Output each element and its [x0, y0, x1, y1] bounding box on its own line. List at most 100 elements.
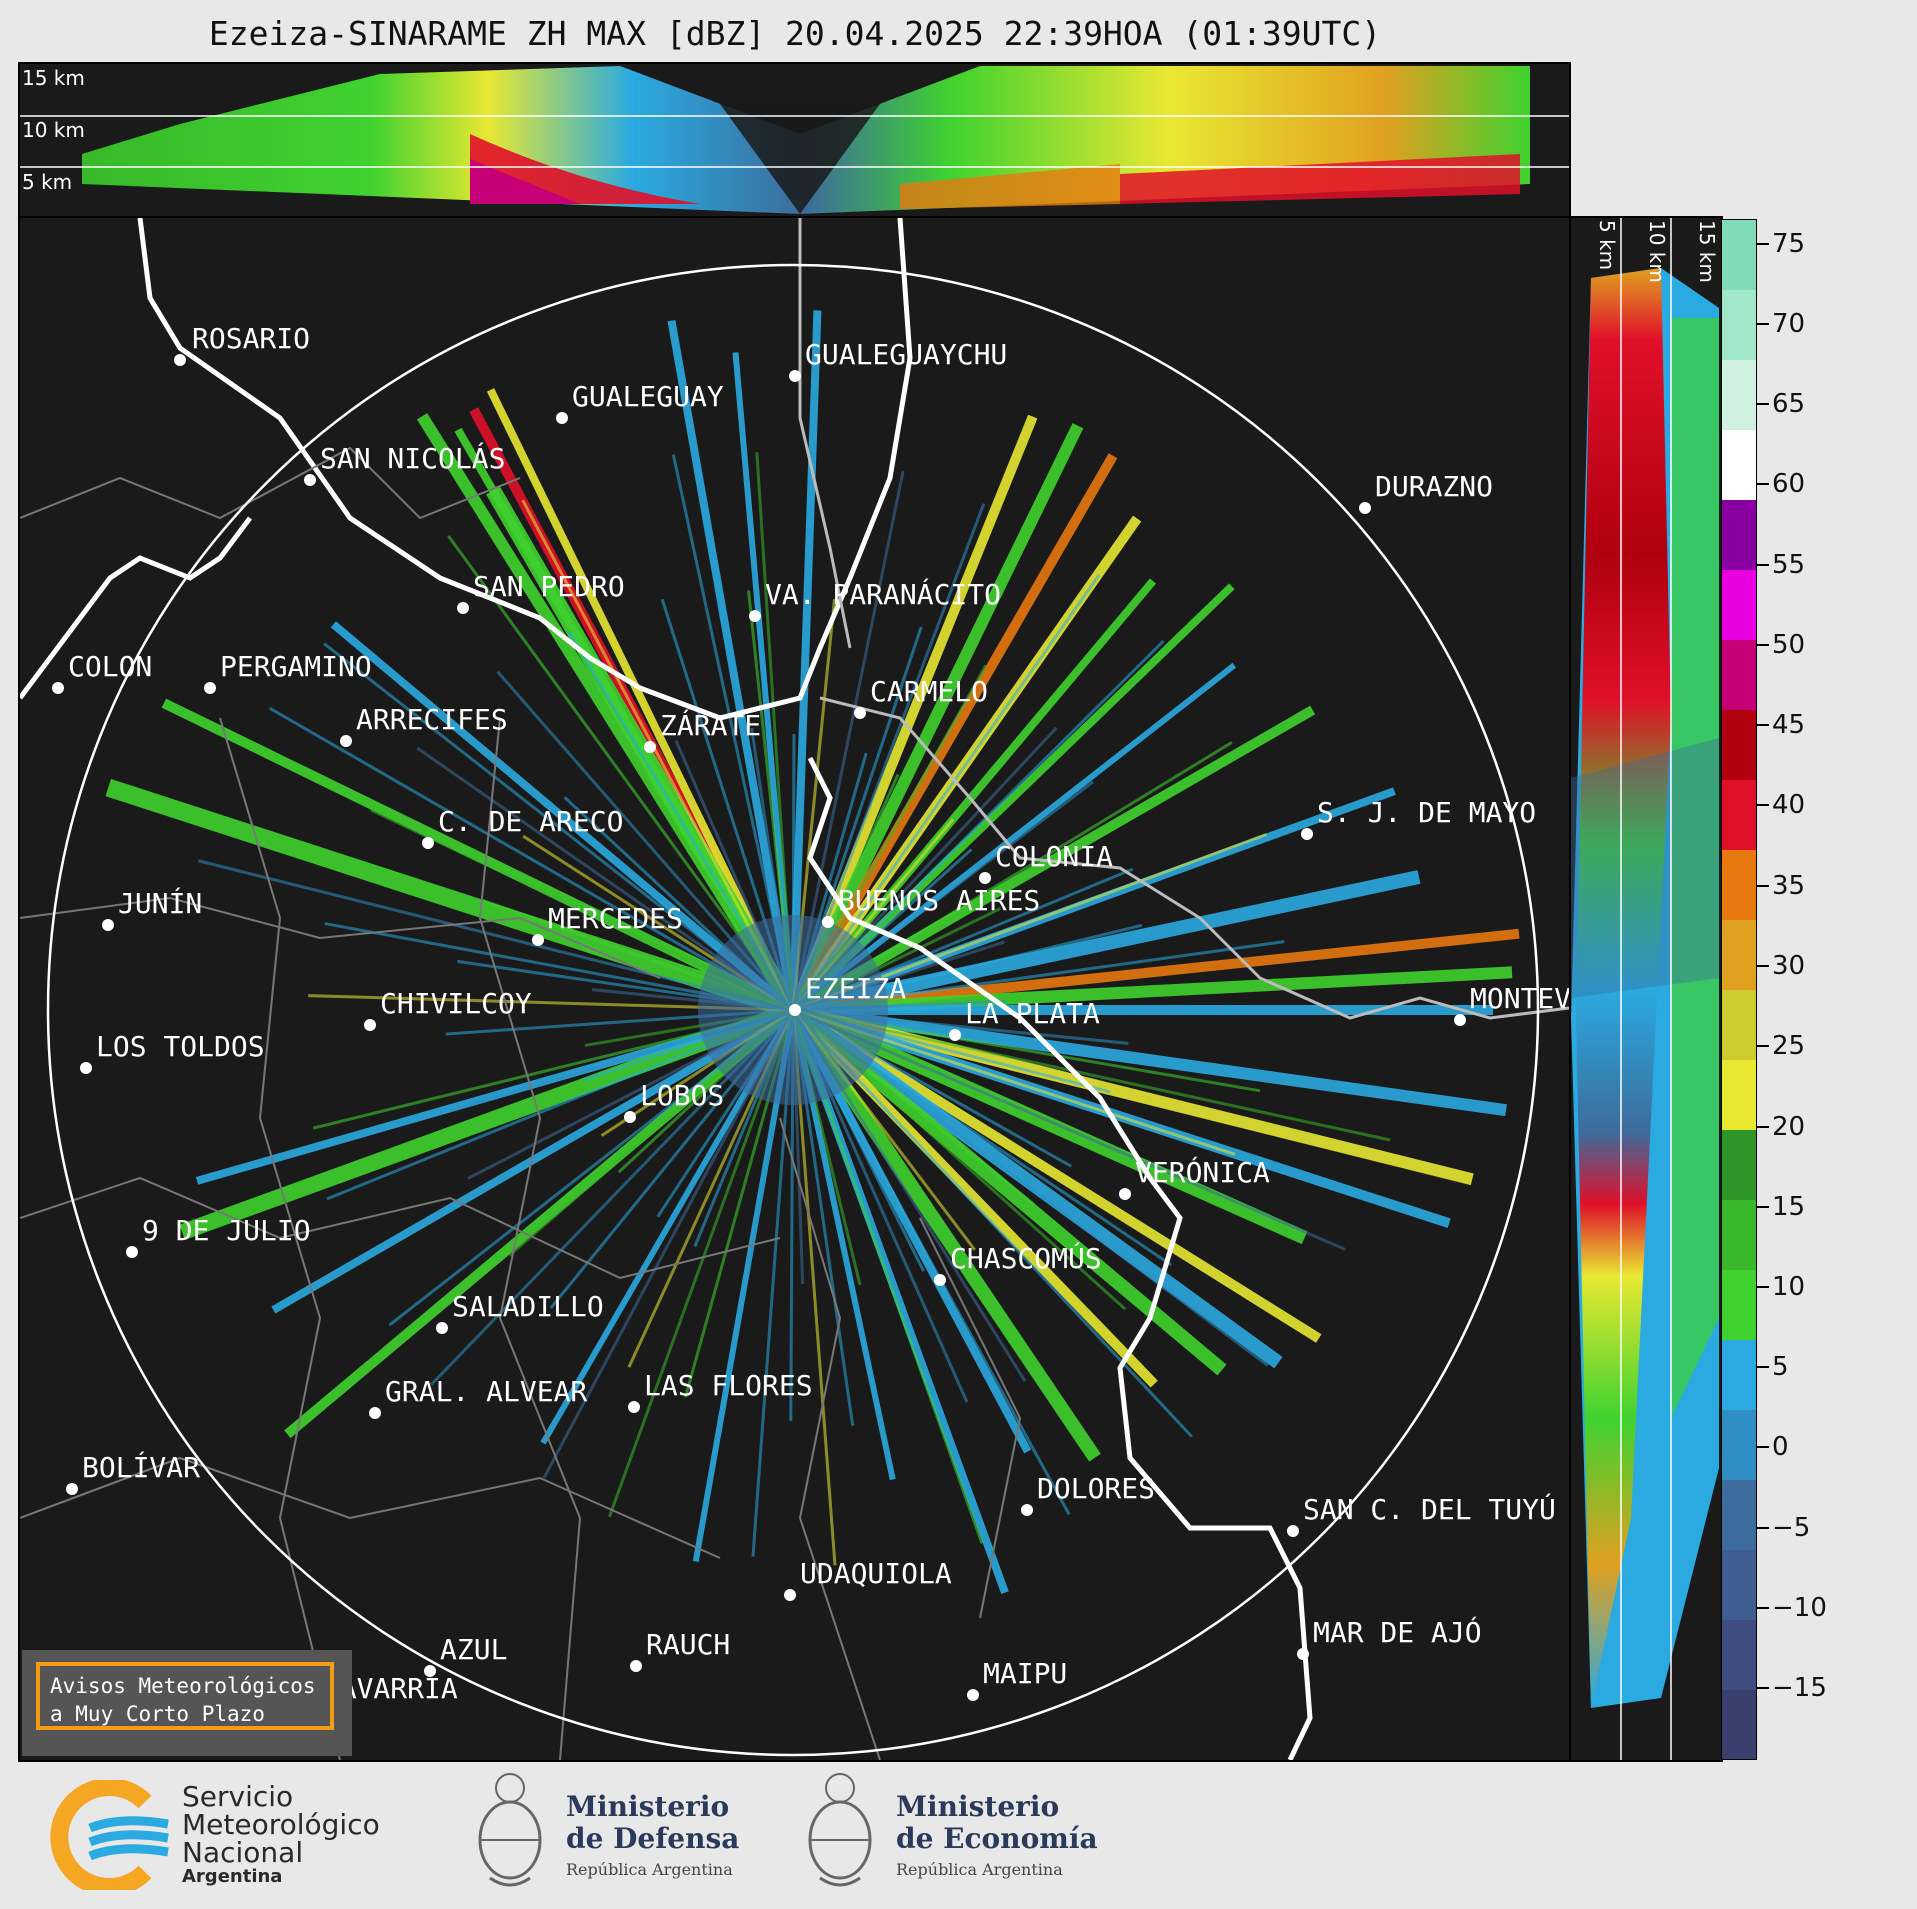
reflectivity-ray-thin [521, 499, 795, 1011]
city-label: COLONIA [995, 840, 1114, 873]
colorbar-tick-label: 40 [1772, 790, 1806, 820]
side-height-label-5: 5 km [1595, 220, 1619, 271]
city-label: SAN C. DEL TUYÚ [1303, 1493, 1556, 1526]
city-marker [436, 1322, 448, 1334]
city-marker [340, 735, 352, 747]
city-marker [749, 610, 761, 622]
colorbar-tick-mark [1757, 1446, 1769, 1448]
city-marker [126, 1246, 138, 1258]
city-label: GUALEGUAYCHU [805, 338, 1008, 371]
city-marker [784, 1589, 796, 1601]
colorbar-tick-label: 70 [1772, 309, 1806, 339]
city-marker [369, 1407, 381, 1419]
colorbar-tick-mark [1757, 724, 1769, 726]
reflectivity-ray [105, 778, 796, 1019]
reflectivity-ray [789, 310, 822, 1011]
colorbar-segment [1722, 1619, 1756, 1690]
reflectivity-ray-thin [791, 1008, 1193, 1438]
colorbar-tick-label: −5 [1772, 1513, 1811, 1543]
colorbar-tick-label: 75 [1772, 229, 1806, 259]
reflectivity-ray [790, 583, 1235, 1013]
city-label: SALADILLO [452, 1290, 604, 1323]
city-marker [1359, 502, 1371, 514]
city-marker [628, 1401, 640, 1413]
city-label: SAN PEDRO [473, 570, 625, 603]
defensa-logo: Ministerio de Defensa República Argentin… [470, 1760, 770, 1900]
colorbar-segment [1722, 989, 1756, 1060]
colorbar-tick-label: 30 [1772, 951, 1806, 981]
colorbar-tick-label: 0 [1772, 1432, 1789, 1462]
colorbar-segment [1722, 779, 1756, 851]
reflectivity-ray-thin [792, 1008, 1391, 1142]
economia-logo: Ministerio de Economía República Argenti… [800, 1760, 1120, 1900]
warning-badge-line2: a Muy Corto Plazo [50, 1702, 265, 1726]
colorbar-segment [1722, 359, 1756, 431]
city-label: PERGAMINO [220, 650, 372, 683]
coat-of-arms-icon [478, 1773, 542, 1887]
colorbar-tick-label: 45 [1772, 710, 1806, 740]
smn-line1: Servicio [182, 1780, 294, 1813]
district-boundaries [20, 446, 1022, 1760]
city-marker [66, 1483, 78, 1495]
colorbar-tick-mark [1757, 804, 1769, 806]
city-label: LOS TOLDOS [96, 1030, 265, 1063]
city-label: LAS FLORES [644, 1369, 813, 1402]
page-title: Ezeiza-SINARAME ZH MAX [dBZ] 20.04.2025 … [208, 14, 1382, 53]
city-marker [1119, 1188, 1131, 1200]
reflectivity-ray [792, 928, 1520, 1015]
uruguay-coast [819, 696, 1569, 1020]
colorbar-tick-label: 20 [1772, 1112, 1806, 1142]
city-label: S. J. DE MAYO [1317, 796, 1537, 829]
city-label: MERCEDES [548, 902, 683, 935]
side-cross-section-graphic [1571, 218, 1719, 1760]
radar-map: ROSARIO GUALEGUAYCHU GUALEGUAY SAN NICOLÁS D… [18, 216, 1571, 1762]
colorbar-tick-label: 15 [1772, 1192, 1806, 1222]
city-label: DURAZNO [1375, 470, 1494, 503]
colorbar-segment [1722, 1339, 1756, 1410]
city-marker [556, 412, 568, 424]
colorbar-tick-label: 65 [1772, 389, 1806, 419]
city-marker [174, 354, 186, 366]
colorbar-segment [1722, 1479, 1756, 1550]
colorbar-tick-label: 10 [1772, 1272, 1806, 1302]
colorbar-tick-mark [1757, 885, 1769, 887]
colorbar-segment [1722, 1689, 1756, 1760]
city-marker [1287, 1525, 1299, 1537]
colorbar-segment [1722, 709, 1756, 781]
top-cross-section: 15 km 10 km 5 km [18, 62, 1571, 218]
reflectivity-ray-thin [198, 859, 794, 1012]
colorbar-segment [1722, 639, 1756, 711]
city-marker [854, 707, 866, 719]
city-marker [644, 741, 656, 753]
reflectivity-ray-thin [323, 642, 794, 1012]
city-marker [630, 1660, 642, 1672]
colorbar-segment [1722, 569, 1756, 641]
smn-emblem-icon [50, 1780, 169, 1890]
city-label: RAUCH [646, 1628, 731, 1661]
reflectivity-ray [791, 870, 1421, 1017]
city-marker [934, 1274, 946, 1286]
reflectivity-ray [284, 1006, 797, 1439]
colorbar-tick-label: 35 [1772, 871, 1806, 901]
city-marker [424, 1665, 436, 1677]
colorbar-tick-mark [1757, 1126, 1769, 1128]
city-label: UDAQUIOLA [800, 1557, 952, 1590]
colorbar-segment [1722, 919, 1756, 990]
city-label: DOLORES [1037, 1472, 1156, 1505]
city-marker [52, 682, 64, 694]
reflectivity-ray-thin [269, 706, 794, 1012]
warning-badge[interactable]: Avisos Meteorológicos a Muy Corto Plazo [22, 1650, 352, 1756]
city-label: MAIPU [983, 1657, 1068, 1690]
reflectivity-ray [790, 1005, 1322, 1343]
city-label: BOLÍVAR [82, 1451, 201, 1484]
city-marker [80, 1062, 92, 1074]
range-ring [46, 263, 1540, 1757]
colorbar-tick-mark [1757, 1366, 1769, 1368]
warning-badge-box[interactable]: Avisos Meteorológicos a Muy Corto Plazo [36, 1662, 334, 1730]
top-height-label-5: 5 km [22, 170, 73, 194]
border [20, 516, 252, 700]
city-marker [979, 872, 991, 884]
city-label: COLON [68, 650, 153, 683]
city-label: 9 DE JULIO [142, 1214, 311, 1247]
city-label: MAR DE AJÓ [1313, 1616, 1482, 1649]
